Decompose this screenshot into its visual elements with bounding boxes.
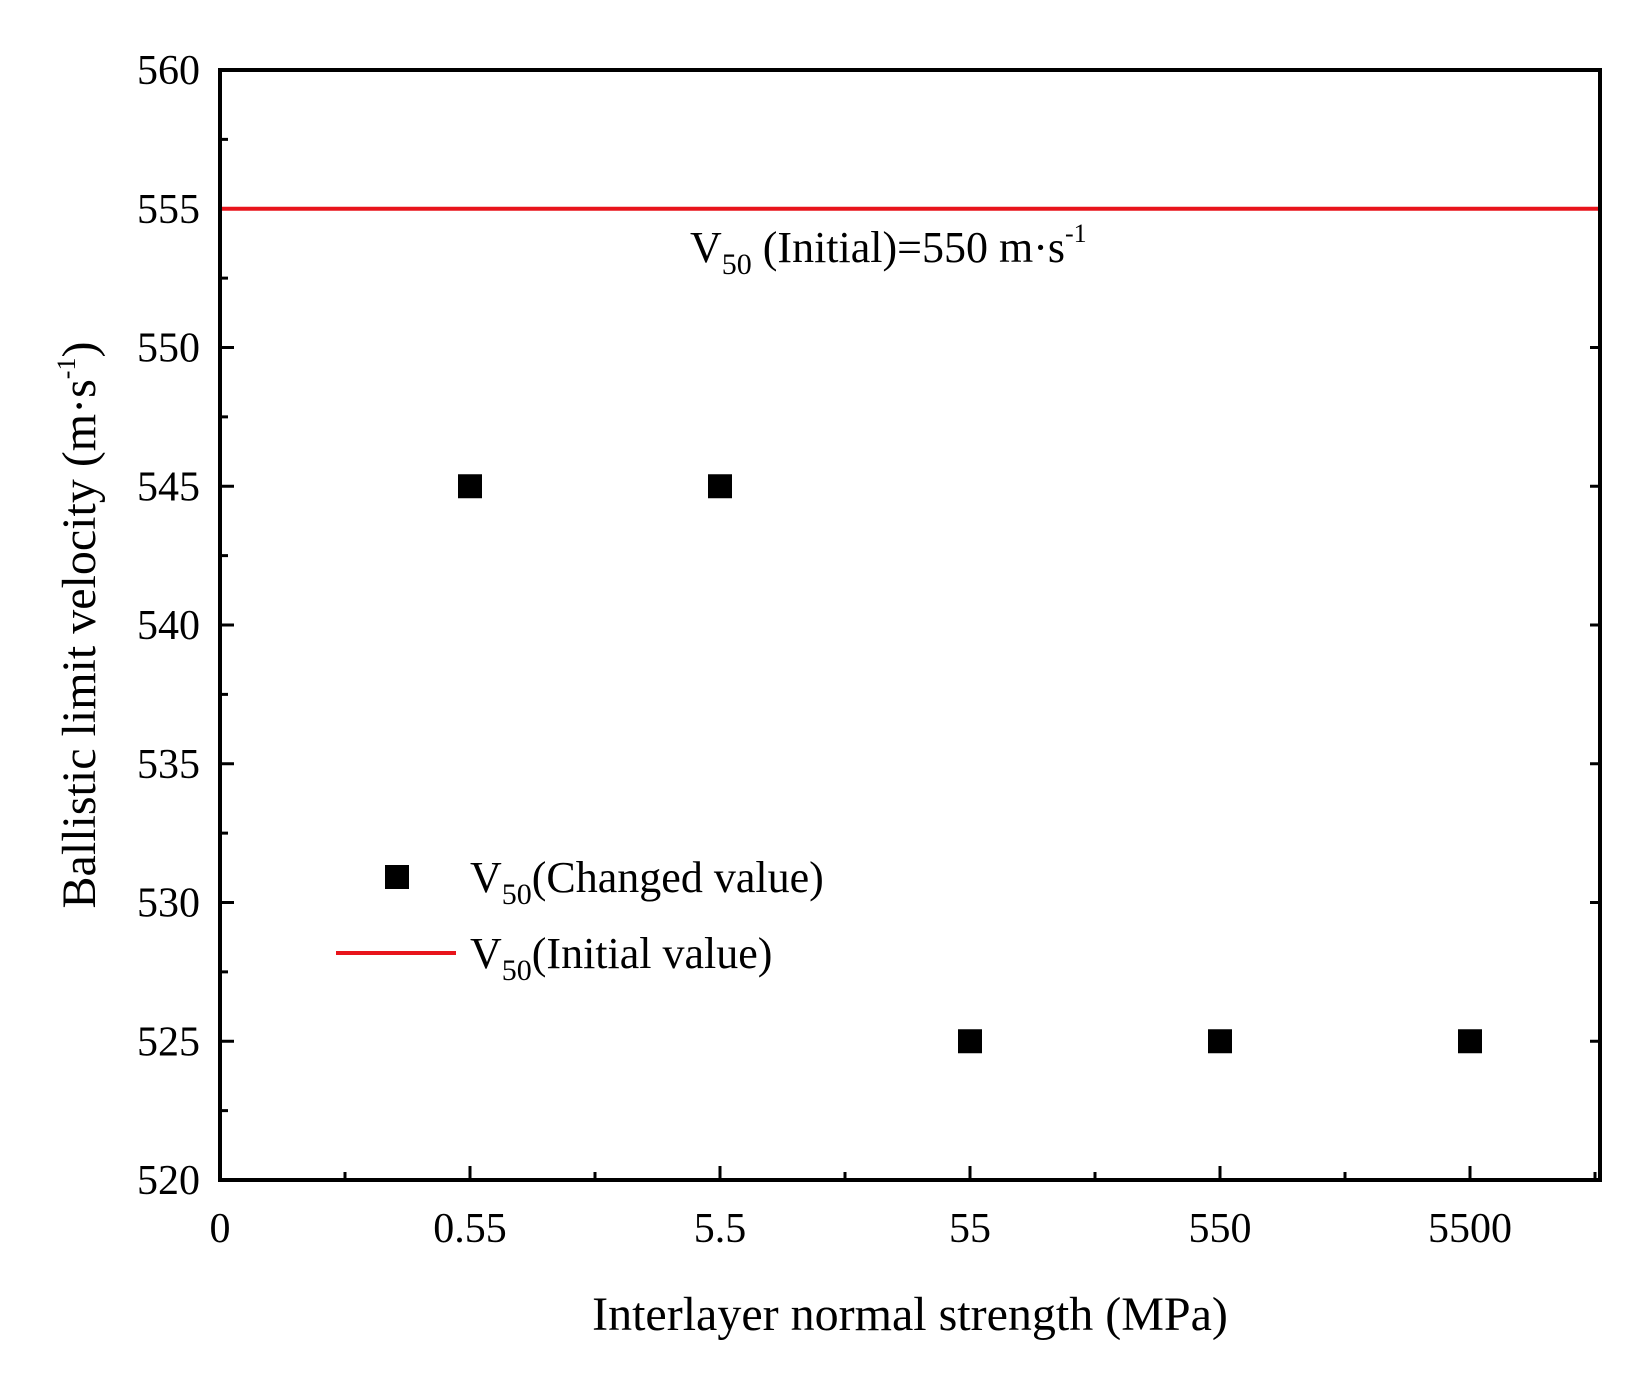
data-point: [958, 1029, 982, 1054]
x-tick-label: 0: [210, 1206, 231, 1252]
y-axis-title: Ballistic limit velocity (m·s-1): [52, 342, 106, 909]
legend-label-changed: V50(Changed value): [470, 853, 824, 911]
y-tick-label: 555: [137, 187, 200, 233]
y-tick-label: 520: [137, 1158, 200, 1204]
initial-value-annotation: V50 (Initial)=550 m·s-1: [690, 219, 1087, 281]
marks-layer: [220, 206, 1600, 1054]
ticks-layer: 520 525 530 535 540 545 550 555 560 0 0.55 5.5 55 550…: [137, 48, 1600, 1252]
x-axis-title: Interlayer normal strength (MPa): [592, 1288, 1228, 1341]
y-tick-label: 560: [137, 48, 200, 94]
legend-label-initial: V50(Initial value): [470, 929, 772, 987]
y-tick-label: 540: [137, 603, 200, 649]
x-tick-label: 0.55: [433, 1206, 507, 1252]
y-tick-label: 530: [137, 881, 200, 927]
data-point: [1208, 1029, 1232, 1054]
data-point: [458, 474, 482, 499]
x-tick-label: 550: [1189, 1206, 1252, 1252]
y-tick-label: 550: [137, 326, 200, 372]
y-tick-label: 535: [137, 742, 200, 788]
x-tick-label: 5500: [1428, 1206, 1512, 1252]
x-tick-label: 55: [949, 1206, 991, 1252]
legend: V50(Changed value) V50(Initial value): [336, 853, 824, 987]
y-tick-label: 545: [137, 464, 200, 510]
y-tick-label: 525: [137, 1019, 200, 1065]
plot-frame: [218, 68, 1602, 1182]
data-point: [708, 474, 732, 499]
data-point: [1458, 1029, 1482, 1054]
legend-marker-square: [385, 865, 409, 889]
x-tick-label: 5.5: [694, 1206, 747, 1252]
